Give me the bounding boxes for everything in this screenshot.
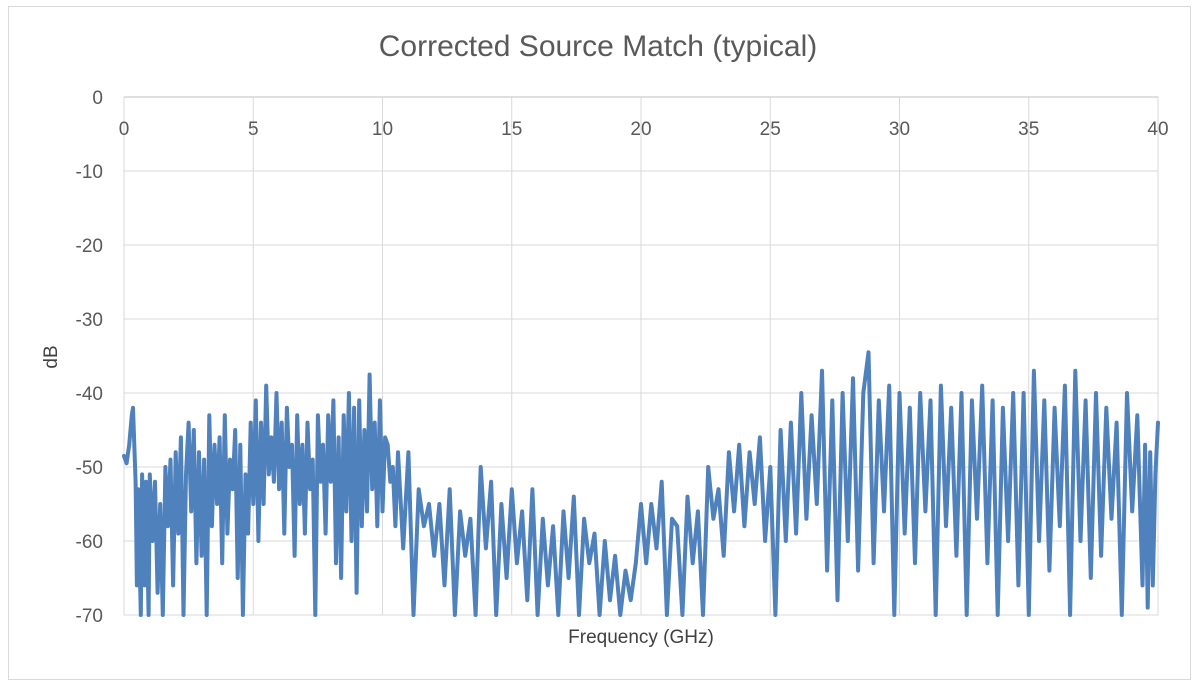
y-tick-label: 0 [92, 88, 103, 109]
x-tick-label: 35 [1018, 119, 1039, 140]
tick-labels: 0 5 10 15 20 25 30 35 40 0 -10 -20 -30 -40 -50 -60 -70 [76, 88, 1169, 627]
chart-title: Corrected Source Match (typical) [379, 30, 818, 63]
x-tick-label: 40 [1147, 119, 1168, 140]
series-layer [122, 350, 1160, 617]
y-tick-label: -60 [76, 532, 103, 553]
x-axis-label: Frequency (GHz) [568, 627, 714, 648]
x-tick-label: 5 [248, 119, 259, 140]
y-tick-label: -30 [76, 310, 103, 331]
y-tick-label: -10 [76, 162, 103, 183]
y-axis-label: dB [41, 345, 62, 368]
x-tick-label: 0 [119, 119, 130, 140]
y-tick-label: -40 [76, 384, 103, 405]
x-tick-label: 10 [372, 119, 393, 140]
y-tick-label: -50 [76, 458, 103, 479]
x-tick-label: 30 [889, 119, 910, 140]
y-tick-label: -20 [76, 236, 103, 257]
grid [123, 96, 1159, 616]
x-tick-label: 25 [760, 119, 781, 140]
x-tick-label: 15 [501, 119, 522, 140]
series-line [122, 350, 1160, 617]
y-tick-label: -70 [76, 606, 103, 627]
x-tick-label: 20 [630, 119, 651, 140]
